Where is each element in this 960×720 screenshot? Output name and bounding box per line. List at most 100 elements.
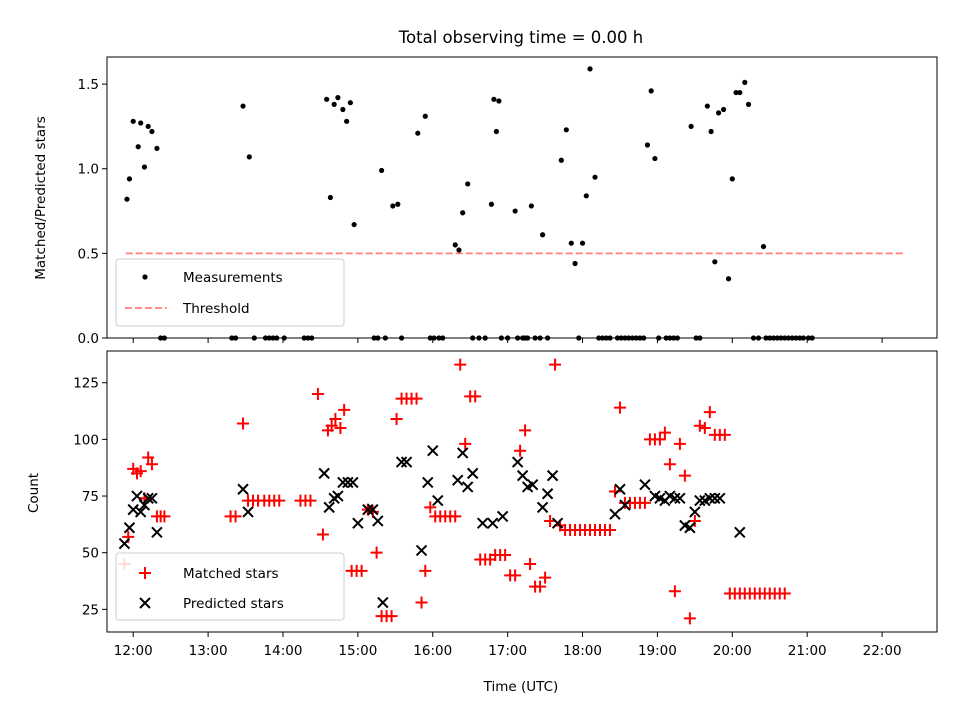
- predicted-star-point: [516, 469, 529, 482]
- top-y-tick-label: 0.0: [78, 331, 99, 347]
- predicted-star-point: [142, 492, 154, 505]
- predicted-star-point: [536, 501, 549, 514]
- predicted-star-point: [546, 469, 559, 482]
- measurement-point: [395, 201, 401, 207]
- measurement-point: [760, 243, 767, 250]
- measurement-point: [563, 127, 569, 133]
- matched-star-point: [519, 424, 532, 437]
- matched-star-point: [499, 548, 512, 561]
- predicted-star-point: [422, 476, 434, 489]
- matched-star-point: [638, 496, 651, 509]
- measurement-point: [528, 203, 534, 209]
- measurement-point: [745, 101, 752, 107]
- measurement-point: [496, 98, 502, 104]
- predicted-star-point: [242, 506, 254, 518]
- predicted-star-point: [427, 445, 439, 457]
- matched-star-point: [678, 469, 691, 482]
- measurement-point: [512, 208, 518, 214]
- matched-star-point: [370, 546, 383, 559]
- predicted-star-point: [118, 537, 131, 550]
- legend-predicted-marker: [139, 597, 151, 609]
- measurement-point: [351, 221, 357, 228]
- matched-star-point: [459, 437, 472, 450]
- measurement-point: [327, 194, 334, 201]
- bottom-panel: 25 50 75 100 125 12:00 13:00 14:00 15:00 16:00 17…: [26, 350, 938, 695]
- predicted-star-point: [452, 474, 464, 486]
- bottom-y-ticks: 25 50 75 100 125: [73, 376, 107, 618]
- matched-star-point: [658, 426, 671, 439]
- top-axes-frame: [106, 56, 938, 339]
- predicted-star-point: [352, 517, 364, 529]
- matched-star-point: [778, 587, 791, 600]
- legend-matched-label: Matched stars: [183, 566, 279, 582]
- measurement-point: [246, 154, 252, 160]
- matched-star-point: [273, 494, 286, 507]
- measurement-point: [138, 120, 144, 126]
- matched-star-point: [142, 451, 155, 464]
- x-tick-label: 20:00: [713, 643, 752, 659]
- predicted-star-point: [323, 501, 335, 514]
- x-tick-label: 17:00: [488, 643, 527, 659]
- predicted-star-point: [461, 481, 474, 493]
- measurement-point: [460, 210, 466, 216]
- predicted-star-point: [131, 490, 143, 502]
- x-tick-label: 15:00: [338, 643, 377, 659]
- predicted-stars-points: [118, 445, 746, 609]
- measurement-point: [715, 110, 722, 116]
- predicted-star-point: [694, 494, 706, 507]
- predicted-star-point: [332, 490, 344, 502]
- top-y-tick-label: 0.5: [78, 246, 99, 262]
- measurement-point: [725, 276, 732, 282]
- predicted-star-point: [639, 478, 651, 491]
- measurement-point: [456, 247, 462, 253]
- matched-star-point: [534, 580, 547, 593]
- x-tick-label: 21:00: [788, 643, 827, 659]
- matched-star-point: [668, 585, 681, 598]
- measurement-point: [733, 89, 739, 96]
- measurement-point: [340, 106, 346, 113]
- predicted-star-point: [337, 476, 349, 489]
- predicted-star-point: [714, 492, 726, 505]
- measurement-point: [335, 95, 341, 101]
- measurement-point: [572, 260, 578, 267]
- matched-star-point: [229, 510, 242, 523]
- matched-star-point: [698, 422, 711, 435]
- measurement-point: [558, 157, 564, 163]
- matched-star-point: [454, 358, 467, 371]
- measurement-point: [708, 128, 714, 135]
- bottom-y-tick-label: 25: [82, 602, 99, 618]
- predicted-star-point: [551, 517, 564, 529]
- matched-star-point: [509, 569, 522, 582]
- measurement-point: [240, 103, 246, 109]
- matched-star-point: [325, 419, 338, 432]
- measurement-point: [124, 196, 130, 202]
- bottom-legend: Matched stars Predicted stars: [115, 552, 345, 621]
- matched-star-point: [410, 392, 423, 405]
- predicted-star-point: [674, 492, 686, 505]
- measurement-point: [390, 203, 396, 209]
- measurement-point: [130, 118, 136, 124]
- matched-star-point: [469, 390, 482, 403]
- predicted-star-point: [377, 596, 389, 609]
- top-legend: Measurements Threshold: [115, 258, 345, 327]
- predicted-star-point: [684, 522, 696, 534]
- predicted-star-point: [127, 503, 139, 516]
- matched-star-point: [539, 571, 552, 584]
- bottom-y-tick-label: 50: [82, 546, 99, 562]
- matched-star-point: [390, 412, 403, 425]
- measurement-point: [539, 232, 546, 238]
- top-panel: 0.0 0.5 1.0 1.5 Matched/Predicted stars Mea…: [33, 56, 938, 347]
- matched-star-point: [514, 444, 527, 457]
- x-axis-label: Time (UTC): [483, 679, 559, 695]
- matched-star-point: [663, 458, 676, 471]
- predicted-star-point: [400, 456, 413, 468]
- legend-measurements-marker: [142, 274, 148, 280]
- predicted-star-point: [415, 544, 428, 557]
- measurement-point: [568, 240, 574, 246]
- measurement-point: [154, 145, 160, 152]
- predicted-star-point: [526, 478, 539, 491]
- matched-star-point: [158, 510, 171, 523]
- measurement-point: [493, 128, 500, 135]
- predicted-star-point: [237, 483, 249, 495]
